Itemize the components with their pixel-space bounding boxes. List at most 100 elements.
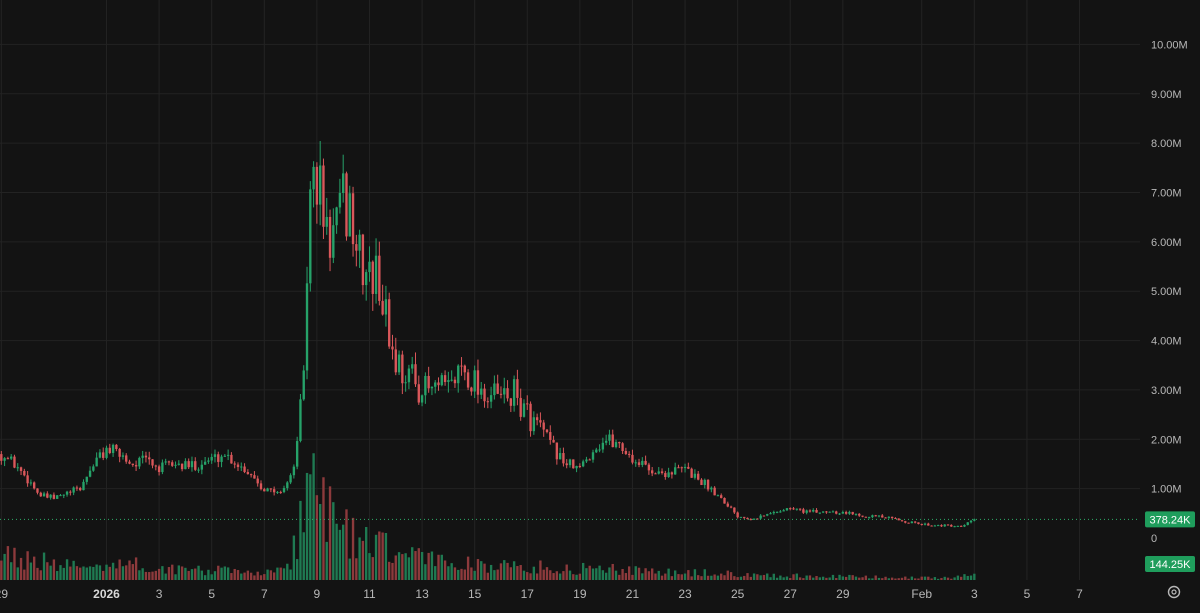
volume-bar — [292, 535, 296, 580]
candle-body — [812, 509, 815, 512]
volume-bar — [167, 567, 171, 580]
volume-bar — [644, 568, 647, 580]
time-tick-label: 15 — [468, 587, 482, 601]
candle-body — [552, 439, 555, 443]
volume-bar — [52, 559, 56, 580]
volume-bar — [940, 578, 943, 580]
candle-body — [890, 516, 894, 518]
volume-bar — [397, 552, 401, 580]
volume-bar — [6, 546, 10, 580]
candle-body — [749, 519, 752, 521]
volume-bar — [532, 566, 536, 580]
candle-body — [404, 382, 407, 384]
volume-bar — [887, 578, 891, 580]
candle-body — [240, 466, 243, 468]
candle-body — [785, 508, 789, 511]
price-axis[interactable]: 10.00M 9.00M 8.00M 7.00M 6.00M 5.00M 4.00M 3.00… — [1151, 39, 1188, 545]
candle-body — [351, 193, 355, 245]
volume-bar — [588, 565, 591, 580]
settings-gear-icon[interactable] — [1167, 585, 1181, 599]
volume-bar — [440, 554, 443, 580]
time-tick-label: 29 — [0, 587, 8, 601]
volume-bar — [233, 568, 236, 580]
candle-body — [95, 457, 98, 467]
candle-body — [72, 487, 75, 493]
candle-body — [756, 518, 759, 520]
volume-bar — [654, 573, 657, 580]
candle-body — [322, 165, 325, 227]
candle-body — [572, 459, 575, 469]
candle-body — [512, 379, 516, 406]
candle-body — [848, 511, 851, 514]
volume-bar — [703, 569, 706, 580]
candle-body — [480, 388, 483, 395]
volume-bar — [226, 567, 230, 580]
volume-bar — [420, 551, 424, 580]
volume-bar — [752, 573, 756, 580]
candle-body — [959, 525, 963, 527]
candle-body — [565, 463, 568, 466]
volume-bar — [503, 560, 506, 580]
volume-bar — [302, 532, 305, 580]
candle-body — [131, 463, 134, 466]
candle-body — [940, 525, 943, 527]
volume-bar — [424, 564, 427, 580]
volume-bar — [240, 573, 243, 580]
price-tick-label: 9.00M — [1151, 89, 1182, 101]
time-tick-label: 13 — [415, 587, 429, 601]
volume-bar — [674, 570, 677, 580]
candle-body — [683, 466, 687, 469]
volume-bar — [601, 570, 605, 580]
candle-body — [769, 513, 772, 515]
candle-body — [956, 525, 960, 527]
candle-body — [115, 444, 118, 449]
candle-body — [29, 482, 33, 484]
volume-bar — [713, 574, 716, 580]
candle-body — [519, 397, 522, 417]
candle-body — [394, 349, 397, 373]
volume-bar — [726, 570, 729, 580]
candle-body — [907, 522, 910, 524]
candle-body — [733, 507, 736, 513]
candle-body — [167, 461, 171, 463]
grid-lines — [0, 0, 1140, 580]
candle-body — [171, 462, 174, 466]
candle-body — [56, 495, 59, 499]
candle-body — [0, 454, 3, 461]
volume-bar — [690, 576, 693, 580]
candle-body — [729, 506, 733, 508]
volume-bar — [483, 563, 486, 580]
volume-bar — [775, 577, 779, 580]
volume-bar — [618, 574, 621, 580]
volume-bar — [621, 569, 624, 580]
volume-bar — [342, 524, 345, 580]
volume-bar — [917, 578, 920, 580]
volume-bar — [361, 540, 365, 580]
candle-body — [338, 193, 342, 208]
volume-bar — [338, 529, 342, 580]
volume-bar — [98, 565, 102, 580]
volume-bar — [404, 553, 407, 580]
candle-body — [368, 261, 371, 273]
candle-body — [450, 379, 453, 381]
volume-bar — [723, 575, 726, 580]
candle-body — [148, 457, 151, 460]
candle-body — [835, 511, 838, 514]
candle-body — [3, 458, 6, 461]
volume-bar — [687, 570, 690, 580]
candle-body — [831, 511, 835, 513]
volume-bar — [759, 575, 762, 580]
candle-body — [844, 512, 848, 514]
candle-body — [677, 467, 680, 469]
volume-bar — [72, 560, 75, 580]
candle-body — [325, 216, 328, 227]
candle-body — [197, 469, 200, 471]
time-axis[interactable]: 29 2026 3 5 7 9 11 13 15 17 19 21 23 25 27 29 Feb 3 5 7 — [0, 587, 1083, 601]
volume-bar — [907, 578, 910, 580]
volume-bar — [220, 567, 223, 580]
volume-bar — [578, 573, 582, 580]
candle-body — [627, 453, 631, 455]
candle-body — [506, 388, 509, 399]
